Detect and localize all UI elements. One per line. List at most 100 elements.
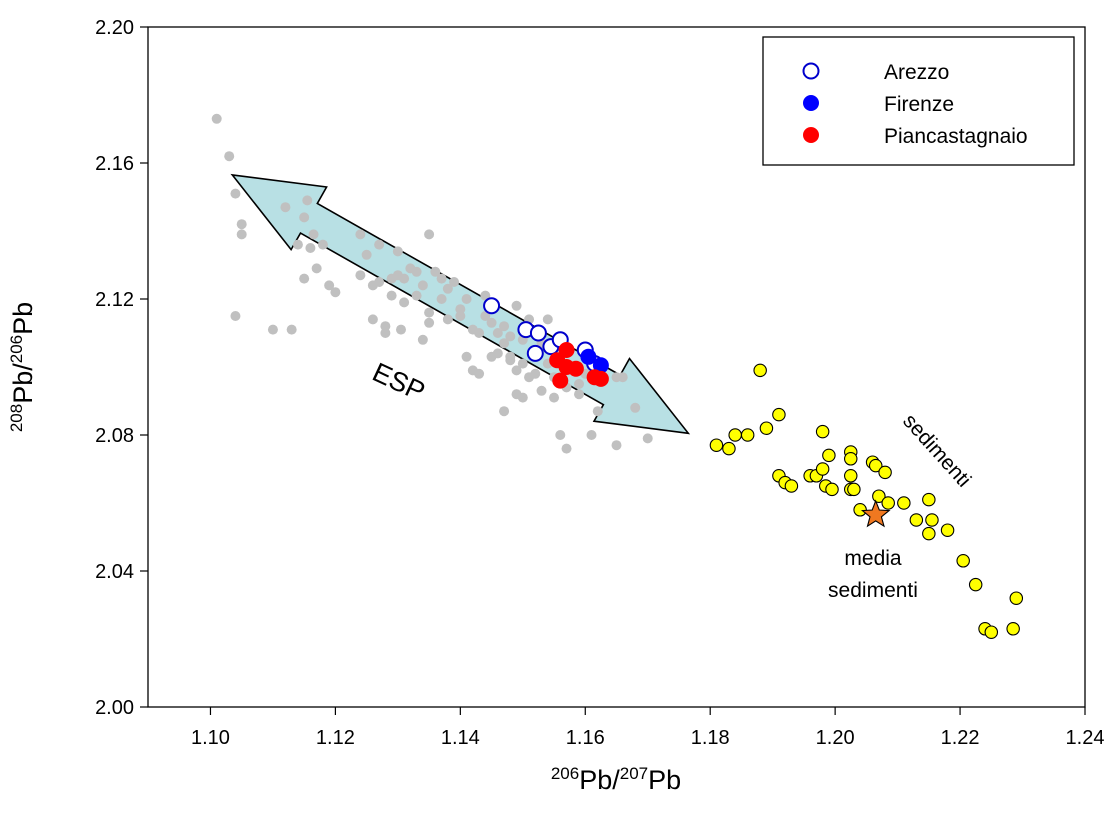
- legend-marker-firenze: [803, 95, 819, 111]
- gray-dot-point: [299, 273, 310, 284]
- yellow-circle-point: [1006, 622, 1020, 636]
- gray-dot-point: [302, 195, 313, 206]
- yellow-circle-point: [956, 554, 970, 568]
- x-tick-label: 1.10: [191, 727, 230, 749]
- yellow-circle-point: [940, 523, 955, 537]
- gray-dot-point: [630, 402, 641, 413]
- y-tick-label: 2.20: [95, 17, 134, 39]
- gray-dot-point: [517, 358, 528, 369]
- gray-dot-point: [461, 351, 472, 362]
- x-axis-title-base2: Pb: [648, 765, 681, 795]
- yellow-circle-point: [878, 465, 892, 480]
- gray-dot-point: [411, 290, 422, 301]
- legend-label-firenze: Firenze: [884, 93, 954, 116]
- yellow-circle-point: [922, 526, 936, 541]
- gray-dot-point: [292, 239, 303, 250]
- gray-dot-point: [505, 355, 516, 366]
- yellow-circle-point: [925, 513, 939, 527]
- y-axis-title-sup2: 206: [7, 335, 26, 363]
- gray-dot-point: [317, 239, 328, 250]
- gray-dot-point: [449, 277, 460, 287]
- gray-dot-point: [461, 294, 472, 304]
- x-axis-title: 206Pb/207Pb: [551, 764, 681, 795]
- gray-dot-point: [311, 263, 322, 274]
- arezzo-point: [529, 324, 547, 342]
- yellow-circle-point: [759, 421, 774, 435]
- y-tick-label: 2.12: [95, 289, 134, 311]
- gray-dot-point: [417, 280, 428, 291]
- esp-arrow: [230, 173, 691, 435]
- gray-dot-point: [395, 324, 406, 335]
- legend-marker-piancastagnaio: [803, 127, 819, 143]
- x-tick-label: 1.22: [941, 727, 980, 749]
- yellow-circle-point: [968, 577, 983, 592]
- piancastagnaio-point: [552, 372, 569, 389]
- y-axis-title-base1: Pb/: [8, 363, 38, 404]
- media-sedimenti-star: [860, 499, 891, 528]
- gray-dot-point: [308, 229, 319, 240]
- gray-dot-point: [492, 328, 503, 338]
- gray-dot-point: [611, 440, 622, 451]
- piancastagnaio-point: [592, 370, 609, 387]
- yellow-circle-point: [753, 363, 767, 378]
- gray-dot-point: [592, 406, 603, 417]
- gray-dot-point: [455, 311, 466, 321]
- gray-dot-point: [367, 314, 378, 325]
- gray-dot-point: [411, 266, 422, 277]
- legend: Arezzo Firenze Piancastagnaio: [762, 36, 1075, 166]
- gray-dot-point: [492, 348, 503, 359]
- gray-dot-point: [374, 239, 385, 250]
- gray-dot-point: [399, 297, 410, 308]
- gray-dot-point: [417, 334, 428, 345]
- gray-dot-point: [480, 311, 491, 321]
- gray-dot-point: [399, 273, 410, 284]
- gray-dot-point: [436, 273, 447, 284]
- gray-dot-point: [617, 372, 628, 383]
- gray-dot-point: [236, 229, 247, 240]
- data-points-layer: [211, 113, 1024, 639]
- yellow-circle-point: [984, 625, 999, 639]
- piancastagnaio-point: [558, 342, 575, 358]
- gray-dot-point: [430, 266, 441, 277]
- gray-dot-point: [380, 328, 391, 338]
- gray-dot-point: [574, 379, 585, 389]
- y-tick-label: 2.00: [95, 697, 134, 719]
- yellow-circle-point: [922, 492, 936, 507]
- gray-dot-point: [530, 368, 541, 379]
- x-axis-title-base1: Pb/: [579, 765, 620, 795]
- gray-dot-point: [305, 243, 316, 253]
- gray-dot-point: [499, 338, 510, 349]
- yellow-circle-point: [847, 482, 861, 497]
- gray-dot-point: [499, 321, 510, 332]
- gray-dot-point: [374, 277, 385, 287]
- axis-ticks-layer: 1.10 1.12 1.14 1.16 1.18 1.20 1.22 1.24 2.00 2.04…: [95, 17, 1104, 749]
- gray-dot-point: [280, 202, 291, 213]
- firenze-point: [580, 348, 597, 365]
- yellow-circle-point: [825, 482, 839, 497]
- gray-dot-point: [549, 392, 560, 403]
- gray-dot-point: [236, 219, 247, 230]
- y-tick-label: 2.16: [95, 153, 134, 175]
- x-tick-label: 1.14: [441, 727, 480, 749]
- gray-dot-point: [474, 368, 485, 379]
- yellow-circle-point: [868, 458, 883, 473]
- y-tick-label: 2.04: [95, 561, 134, 583]
- yellow-circle-point: [728, 428, 742, 442]
- gray-dot-point: [574, 389, 585, 400]
- y-tick-label: 2.08: [95, 425, 134, 447]
- sedimenti-label: sedimenti: [898, 410, 975, 492]
- media-sedimenti-label-line1: media: [844, 547, 902, 570]
- y-axis-title-base2: Pb: [8, 302, 38, 335]
- y-axis-title-sup1: 208: [7, 404, 26, 432]
- x-tick-label: 1.16: [566, 727, 605, 749]
- gray-dot-point: [424, 229, 435, 240]
- gray-dot-point: [230, 188, 241, 199]
- legend-marker-arezzo: [802, 62, 820, 80]
- gray-dot-point: [536, 385, 547, 396]
- plot-frame: [147, 26, 1086, 708]
- esp-arrow-layer: [230, 173, 691, 435]
- gray-dot-point: [299, 212, 310, 223]
- gray-dot-point: [505, 331, 516, 342]
